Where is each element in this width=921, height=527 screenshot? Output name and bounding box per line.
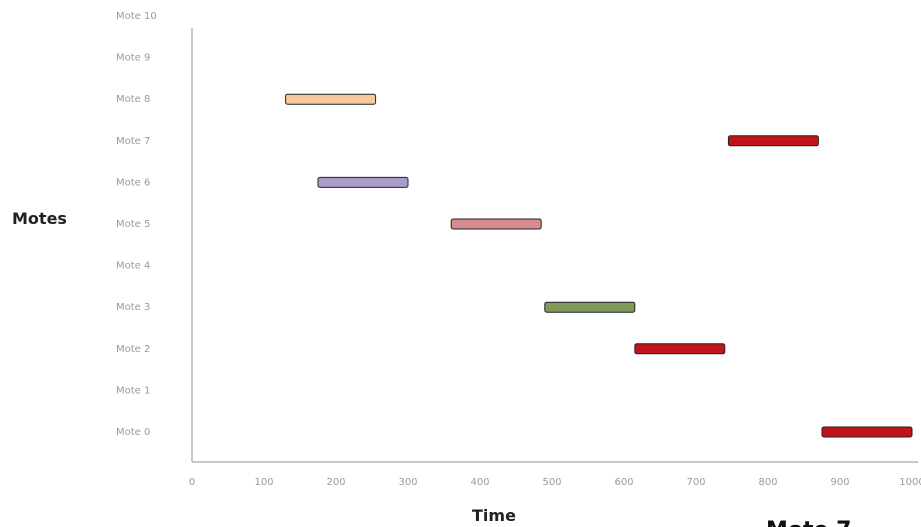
x-tick-label: 600 bbox=[614, 477, 633, 488]
y-tick-label: Mote 6 bbox=[116, 177, 150, 188]
y-axis-label: Motes bbox=[12, 209, 67, 228]
x-tick-label: 800 bbox=[758, 477, 777, 488]
x-tick-label: 300 bbox=[398, 477, 417, 488]
x-tick-label: 700 bbox=[686, 477, 705, 488]
y-tick-label: Mote 1 bbox=[116, 385, 150, 396]
bar bbox=[727, 135, 819, 147]
y-tick-labels: Mote 0 Mote 1 Mote 2 Mote 3 Mote 4 Mote 5 Mote… bbox=[116, 11, 157, 438]
x-tick-label: 0 bbox=[189, 477, 195, 488]
y-tick-label: Mote 2 bbox=[116, 344, 150, 355]
bar bbox=[821, 426, 913, 438]
x-axis-label: Time bbox=[472, 506, 516, 525]
bar bbox=[317, 176, 409, 188]
y-tick-label: Mote 3 bbox=[116, 302, 150, 313]
y-tick-label: Mote 8 bbox=[116, 94, 150, 105]
x-tick-label: 500 bbox=[542, 477, 561, 488]
y-tick-label: Mote 4 bbox=[116, 261, 150, 272]
bar bbox=[634, 343, 726, 355]
x-tick-label: 100 bbox=[254, 477, 273, 488]
y-tick-label: Mote 5 bbox=[116, 219, 150, 230]
y-tick-label: Mote 9 bbox=[116, 53, 150, 64]
y-tick-label: Mote 7 bbox=[116, 136, 150, 147]
y-tick-label: Mote 0 bbox=[116, 427, 150, 438]
cut-off-label: Mote 7 bbox=[766, 518, 851, 527]
bars bbox=[285, 93, 913, 438]
y-tick-label: Mote 10 bbox=[116, 11, 157, 22]
bar bbox=[544, 301, 636, 313]
x-tick-label: 400 bbox=[470, 477, 489, 488]
x-tick-label: 900 bbox=[830, 477, 849, 488]
x-tick-label: 1000 bbox=[899, 477, 921, 488]
axes bbox=[191, 28, 918, 463]
x-tick-label: 200 bbox=[326, 477, 345, 488]
bar bbox=[450, 218, 542, 230]
bar bbox=[285, 93, 377, 105]
x-tick-labels: 0 100 200 300 400 500 600 700 800 900 1000 bbox=[189, 477, 921, 488]
